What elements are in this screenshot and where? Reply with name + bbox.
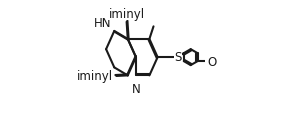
- Text: S: S: [174, 51, 181, 64]
- Text: iminyl: iminyl: [108, 7, 145, 20]
- Text: HN: HN: [94, 16, 111, 29]
- Text: iminyl: iminyl: [77, 70, 113, 83]
- Text: N: N: [132, 82, 140, 95]
- Text: O: O: [207, 55, 216, 68]
- Text: HN: HN: [94, 70, 111, 83]
